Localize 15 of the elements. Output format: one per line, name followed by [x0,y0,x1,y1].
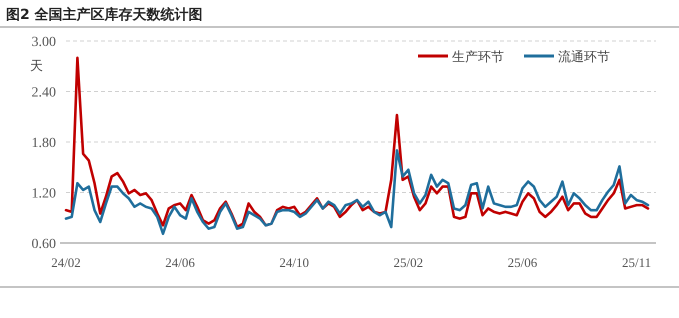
legend-label: 生产环节 [452,50,504,65]
x-tick-label: 25/02 [394,255,424,270]
chart-title: 图2 全国主产区库存天数统计图 [6,6,203,23]
y-axis-title: 天 [30,59,43,74]
y-tick-label: 0.60 [32,237,56,252]
x-tick-label: 24/06 [165,255,196,270]
x-tick-label: 25/11 [622,255,652,270]
y-tick-label: 3.00 [32,35,56,50]
y-tick-label: 1.80 [32,136,56,151]
y-tick-label: 2.40 [32,86,56,100]
x-tick-label: 24/02 [51,255,81,270]
legend-label: 流通环节 [558,49,610,65]
x-tick-label: 24/10 [279,255,310,270]
y-tick-label: 1.20 [32,186,56,202]
x-tick-label: 25/06 [508,255,538,270]
